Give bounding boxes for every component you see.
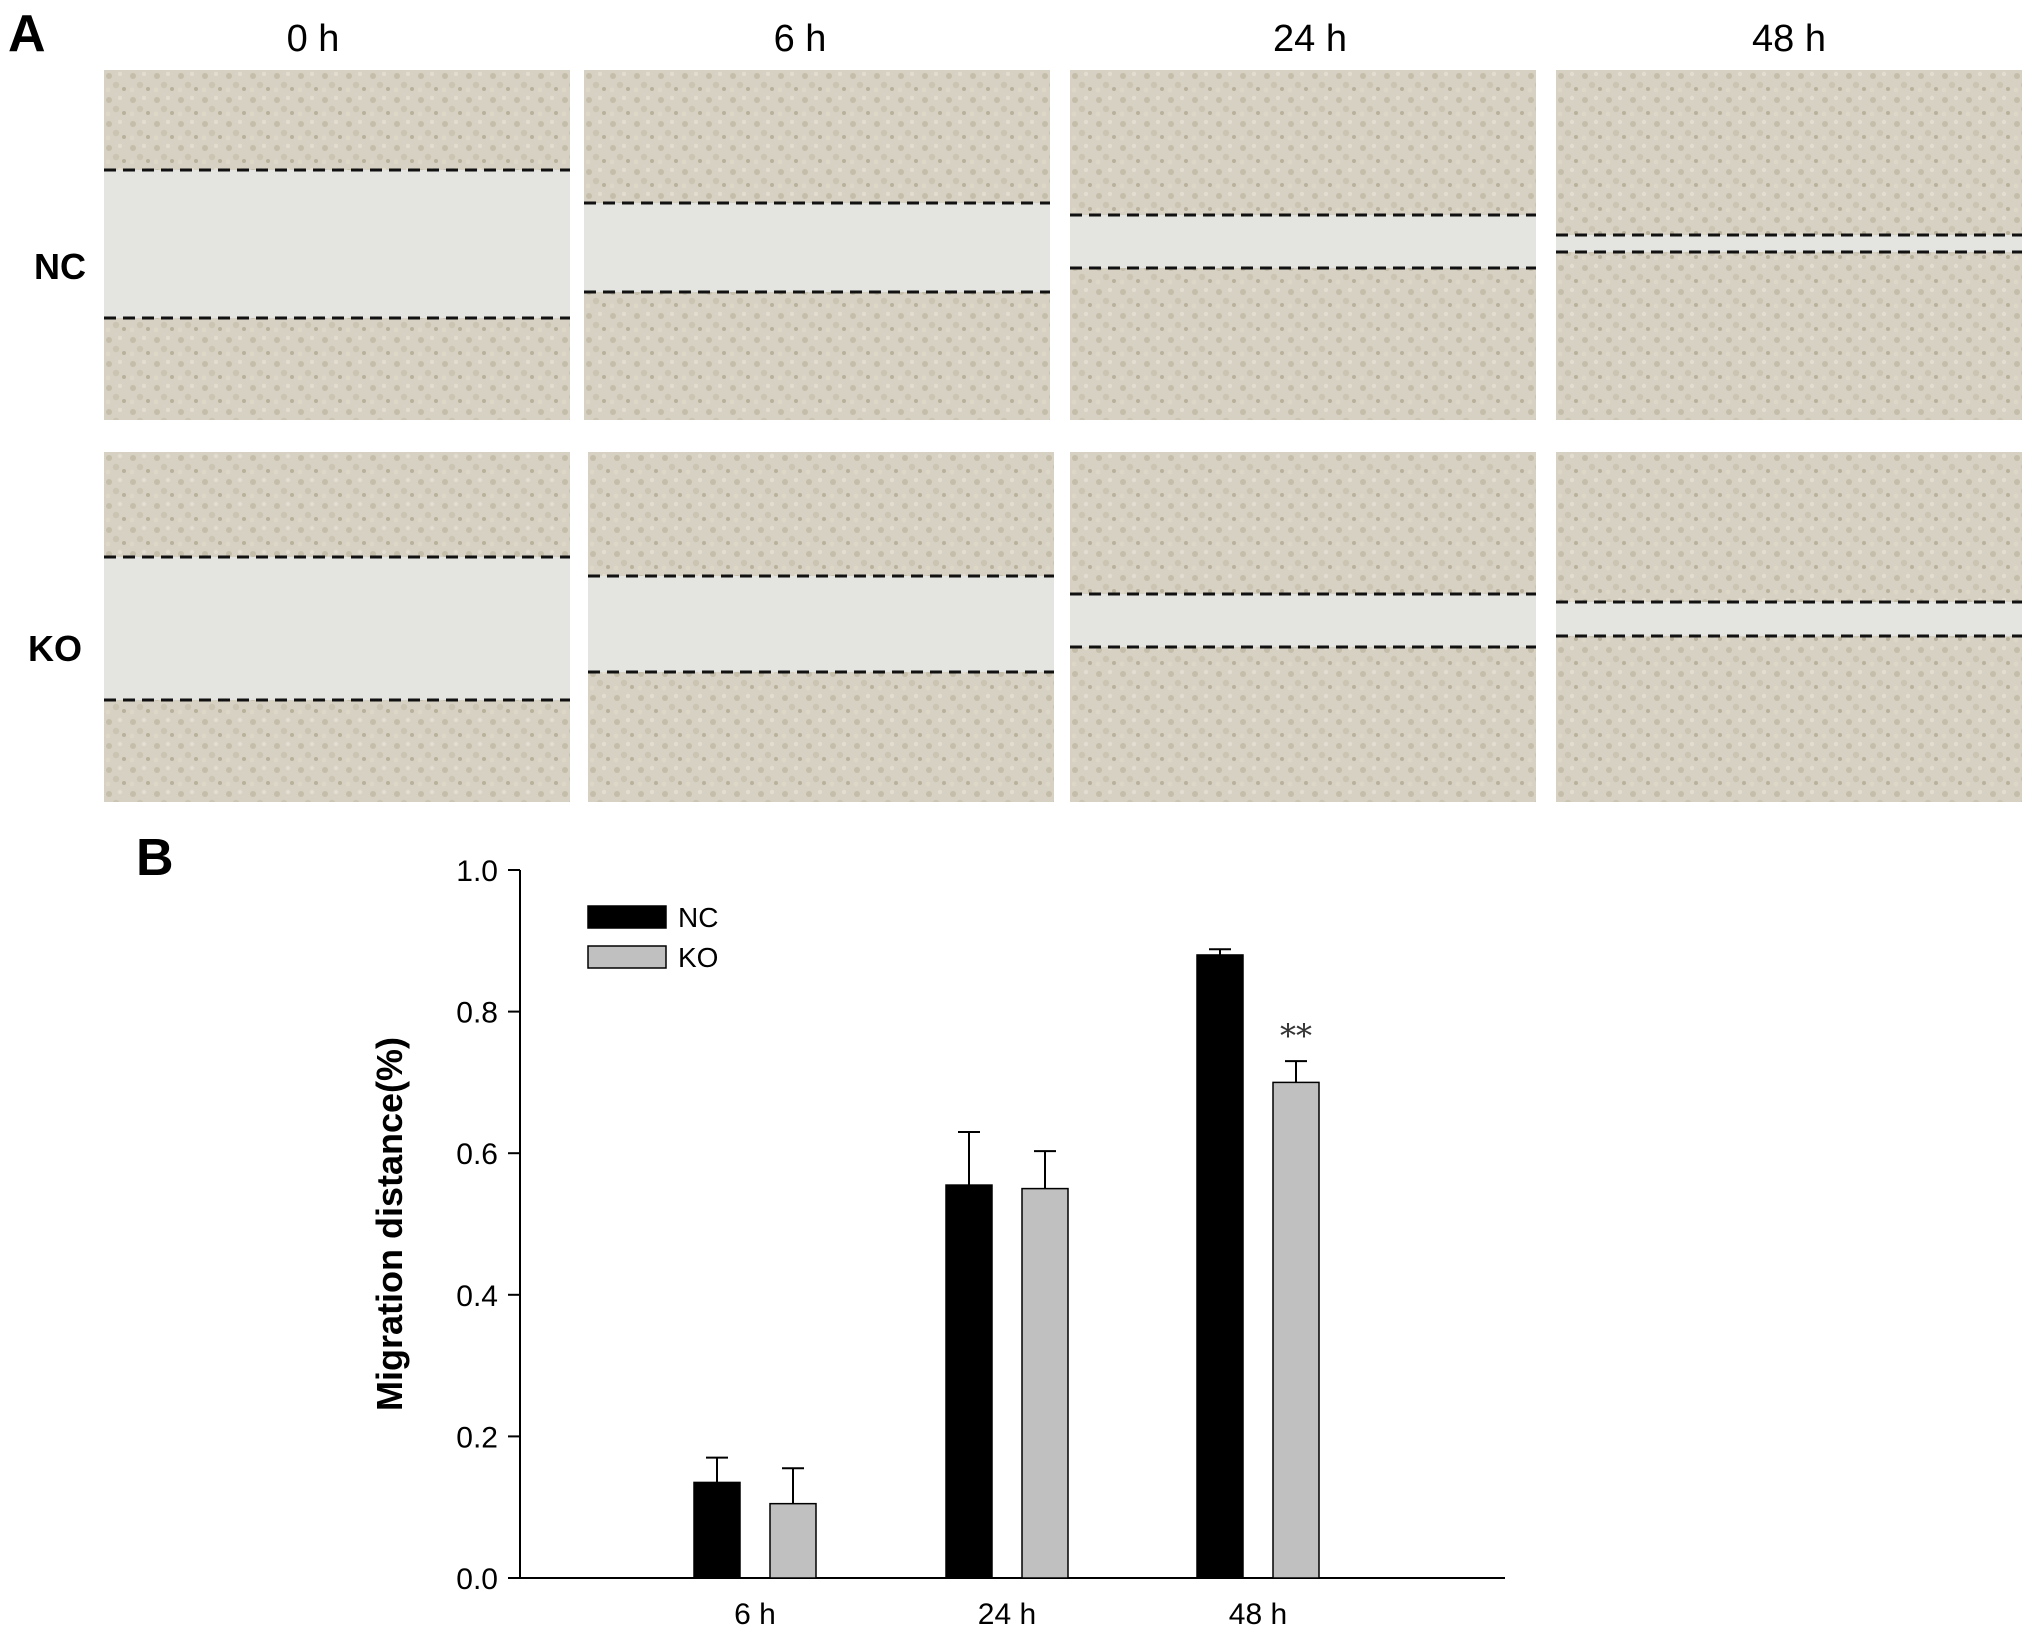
y-tick-label: 0.6: [456, 1138, 498, 1171]
row-label-nc: NC: [34, 246, 86, 287]
micrograph-nc-48h: [1556, 70, 2022, 420]
bar-nc-6h: [693, 1481, 741, 1579]
legend-label-nc: NC: [678, 902, 718, 933]
bar-nc-48h: [1196, 954, 1244, 1579]
micrograph-nc-0h: [104, 70, 570, 420]
micrograph-ko-0h: [104, 452, 570, 802]
y-tick-label: 0.8: [456, 997, 498, 1030]
y-tick-label: 1.0: [456, 855, 498, 888]
micrograph-nc-24h: [1070, 70, 1536, 420]
y-axis-label: Migration distance(%): [369, 1037, 410, 1411]
row-label-ko: KO: [28, 628, 82, 669]
x-tick-label: 48 h: [1229, 1598, 1287, 1631]
bar-ko-48h: [1272, 1081, 1320, 1579]
column-label-0h: 0 h: [286, 18, 340, 60]
bar-ko-24h: [1021, 1187, 1069, 1579]
legend-swatch-ko: [587, 945, 667, 969]
bar-nc-24h: [945, 1184, 993, 1579]
panel-a-letter: A: [8, 5, 46, 63]
micrograph-ko-6h: [588, 452, 1054, 802]
y-tick-label: 0.0: [456, 1563, 498, 1596]
panel-b-letter: B: [136, 829, 174, 887]
column-label-6h: 6 h: [773, 18, 827, 60]
column-label-48h: 48 h: [1752, 18, 1826, 60]
micrograph-ko-48h: [1556, 452, 2022, 802]
x-tick-label: 6 h: [734, 1598, 776, 1631]
legend-swatch-nc: [587, 905, 667, 929]
significance-marker: **: [1280, 1017, 1312, 1055]
y-tick-label: 0.2: [456, 1421, 498, 1454]
micrograph-nc-6h: [584, 70, 1050, 420]
y-tick-label: 0.4: [456, 1280, 498, 1313]
legend-label-ko: KO: [678, 942, 718, 973]
micrograph-ko-24h: [1070, 452, 1536, 802]
x-tick-label: 24 h: [978, 1598, 1036, 1631]
bar-ko-6h: [769, 1502, 817, 1579]
column-label-24h: 24 h: [1273, 18, 1347, 60]
